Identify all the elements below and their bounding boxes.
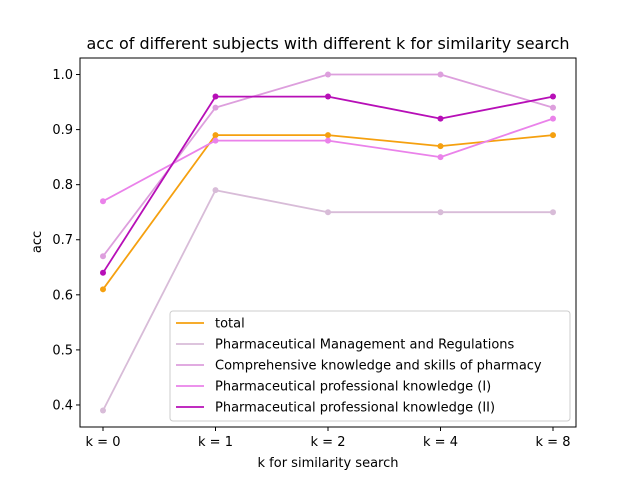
data-point — [550, 93, 556, 100]
data-point — [550, 104, 556, 111]
data-point — [437, 143, 444, 150]
series-1 — [100, 132, 556, 293]
series-3 — [100, 71, 556, 260]
x-tick-label: k = 4 — [423, 435, 458, 450]
x-axis: k = 0 k = 1 k = 2 k = 4 k = 8 — [86, 427, 571, 450]
legend-box — [169, 310, 571, 422]
legend-label: Pharmaceutical professional knowledge (I… — [215, 401, 495, 416]
series-4 — [100, 115, 556, 205]
data-point — [437, 115, 444, 122]
data-point — [437, 209, 444, 216]
x-tick-label: k = 0 — [86, 435, 121, 450]
data-point — [325, 93, 331, 100]
legend-label: Pharmaceutical professional knowledge (I… — [215, 380, 491, 395]
data-point — [100, 253, 106, 260]
legend: total Pharmaceutical Management and Regul… — [169, 310, 571, 422]
legend-label: total — [215, 317, 245, 332]
data-point — [100, 198, 106, 205]
y-tick-label: 0.8 — [52, 178, 73, 193]
chart-title: acc of different subjects with different… — [86, 34, 569, 53]
x-tick-label: k = 8 — [536, 435, 571, 450]
y-tick-label: 0.4 — [52, 398, 73, 413]
y-tick-label: 1.0 — [52, 68, 73, 83]
data-point — [437, 154, 444, 161]
data-point — [325, 132, 331, 139]
data-point — [100, 286, 106, 293]
data-point — [212, 104, 219, 111]
y-axis-label: acc — [30, 231, 45, 253]
data-point — [550, 132, 556, 139]
data-point — [212, 132, 219, 139]
legend-label: Pharmaceutical Management and Regulation… — [215, 338, 515, 353]
data-point — [212, 93, 219, 100]
data-point — [100, 407, 106, 414]
y-tick-label: 0.5 — [52, 343, 73, 358]
data-point — [325, 137, 331, 144]
data-point — [437, 71, 444, 78]
y-tick-label: 0.6 — [52, 288, 73, 303]
series-2 — [100, 187, 556, 414]
data-point — [550, 209, 556, 216]
series-5 — [100, 93, 556, 276]
y-tick-label: 0.9 — [52, 123, 73, 138]
series-layer — [100, 71, 556, 414]
data-point — [325, 71, 331, 78]
data-point — [325, 209, 331, 216]
data-point — [100, 269, 106, 276]
data-point — [212, 137, 219, 144]
data-point — [212, 187, 219, 194]
x-axis-label: k for similarity search — [258, 456, 399, 471]
x-tick-label: k = 2 — [311, 435, 346, 450]
y-tick-label: 0.7 — [52, 233, 73, 248]
x-tick-label: k = 1 — [198, 435, 233, 450]
legend-label: Comprehensive knowledge and skills of ph… — [215, 359, 542, 374]
data-point — [550, 115, 556, 122]
y-axis: 0.4 0.5 0.6 0.7 0.8 0.9 1.0 — [52, 68, 80, 413]
